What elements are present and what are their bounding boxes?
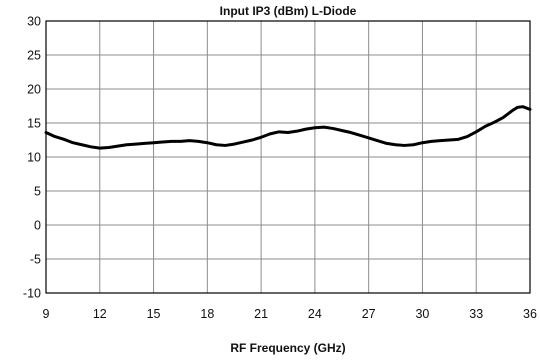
x-tick-label: 15 [147,307,161,321]
y-tick-label: 0 [34,219,41,233]
x-axis-ticks: 9 12 15 18 21 24 27 30 33 36 [43,307,537,321]
grid [45,20,531,294]
x-axis-label: RF Frequency (GHz) [230,341,345,355]
x-tick-label: 21 [254,307,268,321]
y-tick-label: -10 [23,287,41,301]
y-tick-label: 25 [27,49,41,63]
x-tick-label: 33 [469,307,483,321]
x-tick-label: 30 [415,307,429,321]
x-tick-label: 9 [43,307,50,321]
x-tick-label: 36 [523,307,537,321]
y-tick-label: 15 [27,117,41,131]
y-tick-label: -5 [30,253,41,267]
y-axis-ticks: -10 -5 0 5 10 15 20 25 30 [23,15,41,301]
y-tick-label: 30 [27,15,41,29]
series-layer [44,105,532,150]
x-tick-label: 24 [308,307,322,321]
y-tick-label: 20 [27,83,41,97]
x-tick-label: 18 [200,307,214,321]
y-tick-label: 5 [34,185,41,199]
series-line [44,105,532,150]
plot-area-frame [45,20,531,294]
x-tick-label: 27 [362,307,376,321]
chart-title: Input IP3 (dBm) L-Diode [220,4,357,18]
y-tick-label: 10 [27,151,41,165]
x-tick-label: 12 [93,307,107,321]
